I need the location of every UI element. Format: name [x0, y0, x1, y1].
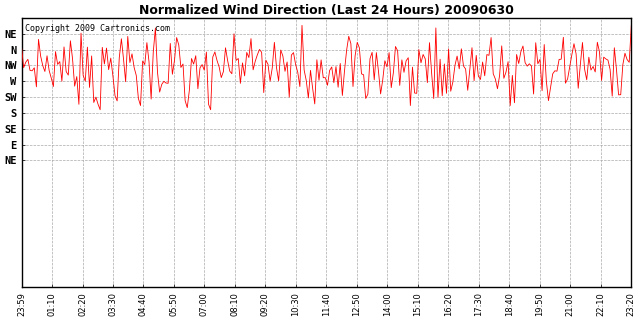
Title: Normalized Wind Direction (Last 24 Hours) 20090630: Normalized Wind Direction (Last 24 Hours… — [139, 4, 514, 17]
Text: Copyright 2009 Cartronics.com: Copyright 2009 Cartronics.com — [24, 24, 170, 33]
